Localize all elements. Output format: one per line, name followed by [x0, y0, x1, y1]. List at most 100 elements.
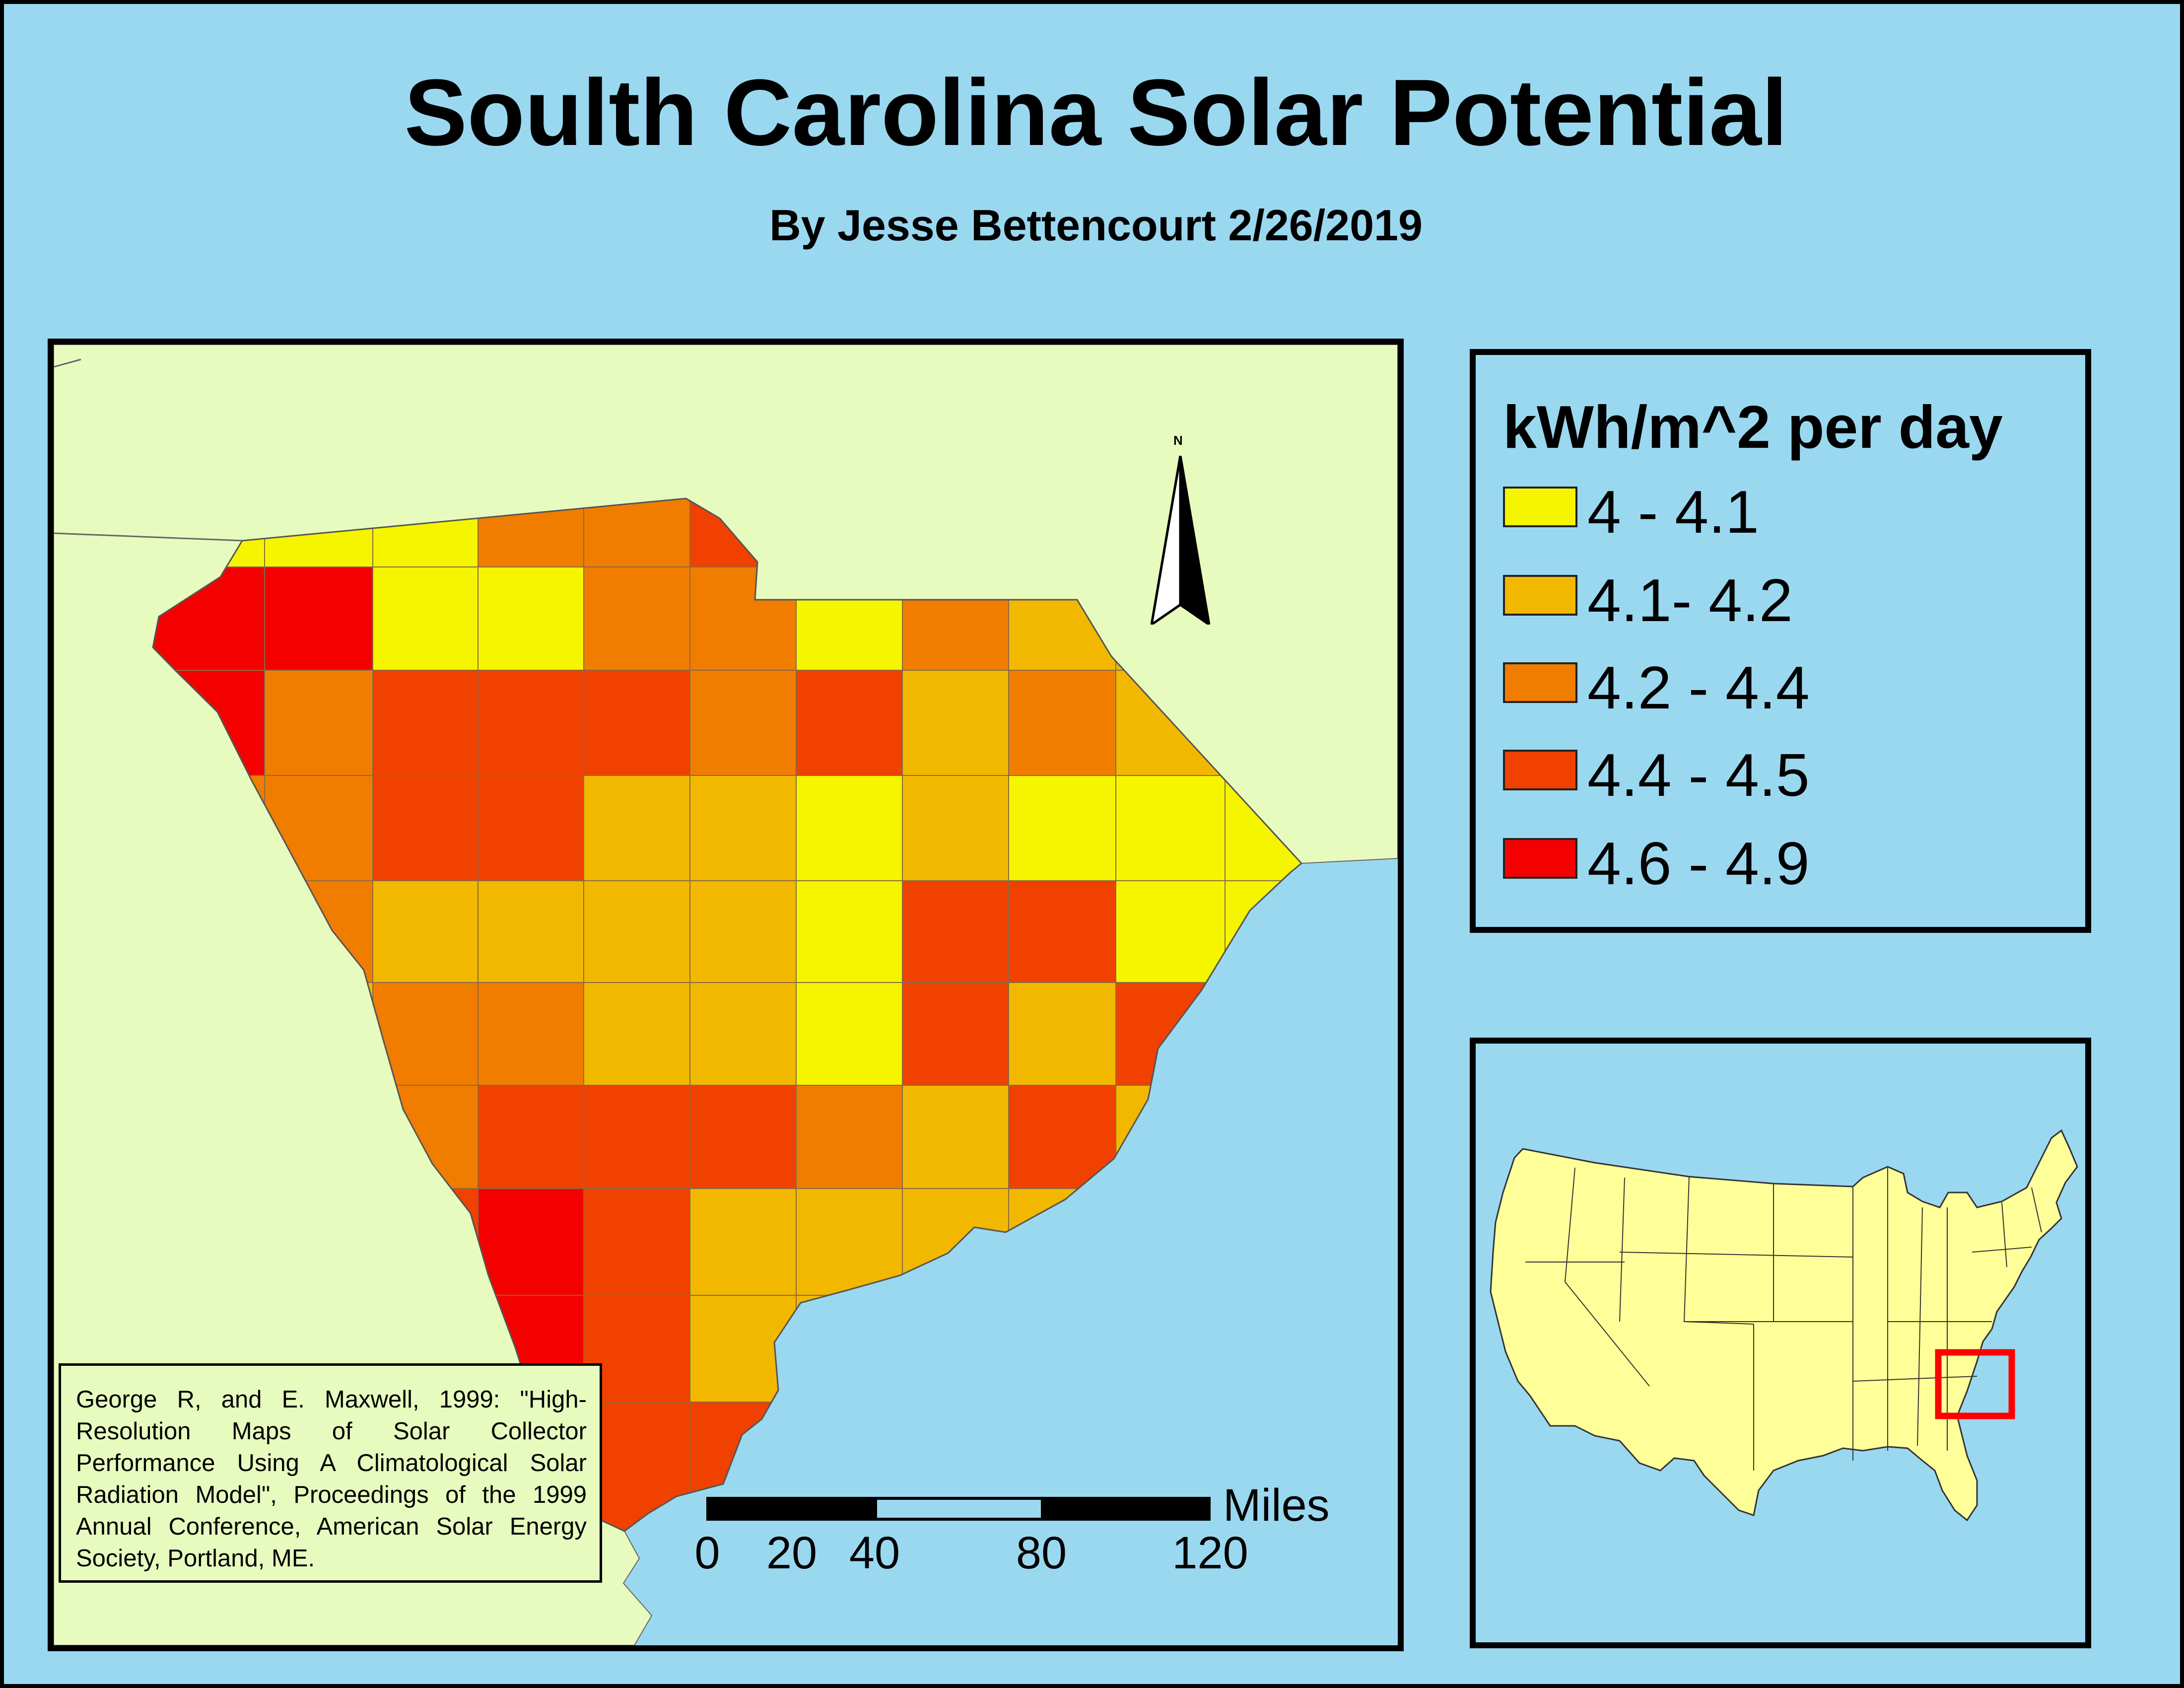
- solar-grid-cell[interactable]: [902, 670, 1009, 776]
- south-carolina-map[interactable]: [54, 345, 1398, 1645]
- solar-grid-cell[interactable]: [1225, 880, 1344, 983]
- legend-swatch: [1503, 750, 1577, 790]
- solar-grid-cell[interactable]: [478, 670, 584, 776]
- legend-swatch: [1503, 575, 1577, 616]
- solar-grid-cell[interactable]: [478, 1085, 584, 1189]
- solar-grid-cell[interactable]: [689, 1188, 797, 1296]
- solar-grid-cell[interactable]: [1115, 1402, 1226, 1546]
- solar-grid-cell[interactable]: [1225, 1085, 1344, 1189]
- solar-grid-cell[interactable]: [689, 1085, 797, 1189]
- legend-label: 4.6 - 4.9: [1587, 830, 1810, 897]
- solar-grid-cell[interactable]: [902, 1295, 1009, 1403]
- solar-grid-cell[interactable]: [264, 566, 373, 671]
- state-boundaries: [1525, 1167, 2042, 1471]
- legend-swatch: [1503, 838, 1577, 879]
- solar-grid-cell[interactable]: [689, 982, 797, 1086]
- solar-grid-cell[interactable]: [478, 1188, 584, 1296]
- solar-grid-cell[interactable]: [583, 670, 690, 776]
- solar-grid-cell[interactable]: [1115, 1188, 1226, 1296]
- legend-title: kWh/m^2 per day: [1503, 393, 2003, 461]
- usa-locator-map: [1490, 1129, 2078, 1522]
- scale-bar-segment: [874, 1497, 1044, 1521]
- scale-tick-label: 0: [694, 1528, 720, 1578]
- legend-swatch: [1503, 487, 1577, 527]
- data-source-citation: George R, and E. Maxwell, 1999: "High-Re…: [59, 1363, 602, 1583]
- south-carolina-outline: [152, 497, 1303, 1532]
- solar-grid-cell[interactable]: [796, 670, 903, 776]
- solar-grid-cell[interactable]: [1008, 982, 1116, 1086]
- legend-label: 4 - 4.1: [1587, 478, 1759, 546]
- legend-swatch: [1503, 662, 1577, 703]
- solar-grid-cell[interactable]: [902, 775, 1009, 881]
- solar-grid-cell[interactable]: [1008, 670, 1116, 776]
- solar-grid-cell[interactable]: [796, 1295, 903, 1403]
- scale-tick-label: 120: [1172, 1528, 1248, 1578]
- solar-grid-cell[interactable]: [796, 982, 903, 1086]
- solar-grid-cell[interactable]: [478, 566, 584, 671]
- solar-grid-cell[interactable]: [583, 775, 690, 881]
- solar-grid-cell[interactable]: [689, 775, 797, 881]
- north-label: N: [1173, 433, 1183, 448]
- solar-grid-cell[interactable]: [689, 1295, 797, 1403]
- solar-grid-cell[interactable]: [689, 670, 797, 776]
- solar-grid-cell[interactable]: [1225, 1188, 1344, 1296]
- solar-grid-cell[interactable]: [478, 880, 584, 983]
- solar-grid-cell[interactable]: [478, 775, 584, 881]
- solar-grid-cell[interactable]: [583, 489, 690, 567]
- solar-grid-cell[interactable]: [1115, 1295, 1226, 1403]
- solar-grid-cell[interactable]: [902, 1188, 1009, 1296]
- solar-grid-cell[interactable]: [902, 1085, 1009, 1189]
- solar-grid-cell[interactable]: [1008, 880, 1116, 983]
- solar-grid-cell[interactable]: [1115, 1085, 1226, 1189]
- solar-grid-cell[interactable]: [1115, 982, 1226, 1086]
- solar-grid-cell[interactable]: [1008, 1085, 1116, 1189]
- map-title: Soulth Carolina Solar Potential: [404, 60, 1788, 165]
- locator-inset-panel: [1470, 1038, 2091, 1648]
- usa-states-shape: [1490, 1129, 2078, 1522]
- solar-grid-cell[interactable]: [583, 1188, 690, 1296]
- map-subtitle: By Jesse Bettencourt 2/26/2019: [769, 201, 1423, 250]
- solar-grid-cell[interactable]: [1225, 1295, 1344, 1403]
- solar-grid-cell[interactable]: [689, 1402, 797, 1546]
- solar-grid-cell[interactable]: [796, 775, 903, 881]
- study-area-box: [1935, 1349, 2015, 1419]
- solar-grid-cell[interactable]: [583, 982, 690, 1086]
- scale-bar-segment: [706, 1497, 877, 1521]
- solar-grid-cell[interactable]: [583, 1085, 690, 1189]
- legend-panel: kWh/m^2 per day 4 - 4.1 4.1- 4.2 4.2 - 4.4…: [1470, 349, 2091, 933]
- legend-label: 4.2 - 4.4: [1587, 654, 1810, 721]
- solar-grid-cell[interactable]: [1115, 775, 1226, 881]
- solar-grid-cell[interactable]: [796, 1402, 903, 1546]
- solar-grid-cell[interactable]: [902, 1402, 1009, 1546]
- solar-grid-cell[interactable]: [264, 670, 373, 776]
- solar-grid-cell[interactable]: [689, 880, 797, 983]
- scale-units-label: Miles: [1223, 1480, 1330, 1531]
- scale-tick-label: 40: [849, 1528, 900, 1578]
- scale-tick-label: 80: [1016, 1528, 1067, 1578]
- solar-grid-cell[interactable]: [796, 1085, 903, 1189]
- north-arrow-icon: [1151, 456, 1210, 625]
- solar-grid-cell[interactable]: [372, 775, 478, 881]
- solar-grid-cell[interactable]: [796, 880, 903, 983]
- solar-grid-cell[interactable]: [902, 982, 1009, 1086]
- scale-tick-label: 20: [766, 1528, 818, 1578]
- scale-bar-segment: [1041, 1497, 1211, 1521]
- legend-label: 4.1- 4.2: [1587, 566, 1793, 634]
- solar-grid-cell[interactable]: [372, 670, 478, 776]
- legend-label: 4.4 - 4.5: [1587, 741, 1810, 809]
- solar-grid-cell[interactable]: [372, 566, 478, 671]
- solar-grid-cell[interactable]: [1225, 982, 1344, 1086]
- state-border-line: [54, 358, 243, 542]
- solar-grid-cell[interactable]: [1008, 1188, 1116, 1296]
- solar-grid-cell[interactable]: [1008, 1295, 1116, 1403]
- solar-grid-cell[interactable]: [1115, 880, 1226, 983]
- solar-grid-cell[interactable]: [1008, 775, 1116, 881]
- solar-grid-cell[interactable]: [583, 880, 690, 983]
- solar-grid-cell[interactable]: [902, 880, 1009, 983]
- solar-grid-cell[interactable]: [1008, 1402, 1116, 1546]
- solar-grid-cell[interactable]: [583, 566, 690, 671]
- solar-grid-cell[interactable]: [372, 880, 478, 983]
- solar-grid-cell[interactable]: [478, 982, 584, 1086]
- solar-grid-cell[interactable]: [796, 1188, 903, 1296]
